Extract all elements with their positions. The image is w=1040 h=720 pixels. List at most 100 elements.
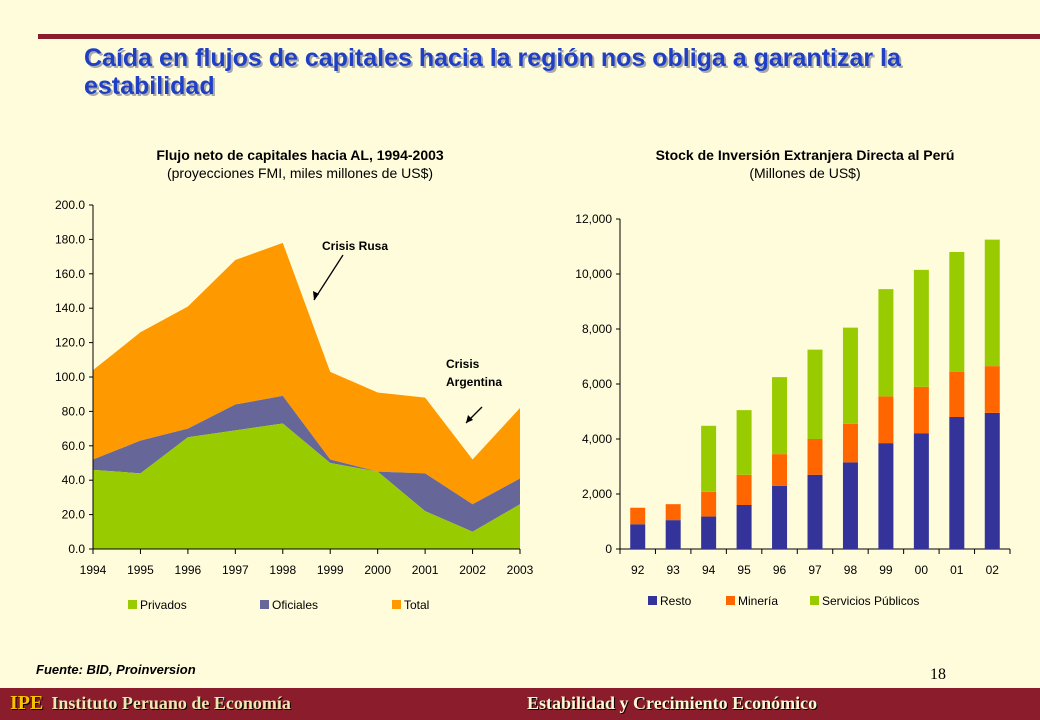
annotation-arrowhead-rusa (313, 291, 319, 300)
legend-label-total: Total (404, 598, 429, 612)
y-tick-label: 40.0 (62, 473, 86, 487)
annotation-arrowhead-argentina (466, 415, 473, 423)
bar-resto-99 (878, 443, 894, 549)
bar-miner-a-00 (913, 386, 929, 434)
x-tick-label: 92 (631, 563, 645, 577)
y-tick-label: 10,000 (575, 267, 612, 281)
bar-miner-a-92 (630, 507, 646, 525)
x-tick-label: 1995 (127, 563, 154, 577)
bar-miner-a-01 (949, 371, 965, 417)
legend-label-privados: Privados (140, 598, 187, 612)
x-tick-label: 98 (844, 563, 858, 577)
x-tick-label: 1996 (175, 563, 202, 577)
legend-swatch-total (392, 600, 401, 609)
bar-miner-a-95 (736, 474, 752, 505)
x-tick-label: 1998 (269, 563, 296, 577)
bar-resto-93 (665, 520, 681, 549)
right-chart-title: Stock de Inversión Extranjera Directa al… (655, 147, 955, 163)
x-tick-label: 01 (950, 563, 964, 577)
left-chart-header: Flujo neto de capitales hacia AL, 1994-2… (80, 146, 520, 182)
legend-swatch-privados (128, 600, 137, 609)
annotation-crisis-argentina-line2: Argentina (446, 375, 502, 389)
source-note: Fuente: BID, Proinversion (36, 662, 196, 677)
footer-org-name: Instituto Peruano de Economía (51, 693, 291, 713)
annotation-crisis-rusa: Crisis Rusa (322, 239, 388, 253)
y-tick-label: 60.0 (62, 439, 86, 453)
bar-resto-94 (701, 516, 717, 549)
bar-resto-95 (736, 505, 752, 549)
bar-miner-a-94 (701, 491, 717, 517)
footer-subtitle: Estabilidad y Crecimiento Económico (527, 693, 818, 713)
legend-label-2: Minería (738, 594, 778, 608)
bar-resto-92 (630, 524, 646, 549)
y-tick-label: 180.0 (55, 232, 85, 246)
y-tick-label: 20.0 (62, 508, 86, 522)
y-tick-label: 80.0 (62, 404, 86, 418)
x-tick-label: 2002 (459, 563, 486, 577)
y-tick-label: 0.0 (68, 542, 85, 556)
bar-resto-02 (984, 412, 1000, 549)
x-tick-label: 02 (986, 563, 1000, 577)
annotation-arrow-rusa (313, 254, 344, 301)
bar-miner-a-02 (984, 366, 1000, 413)
left-chart-title: Flujo neto de capitales hacia AL, 1994-2… (156, 147, 444, 163)
bar-servicios-p-blicos-95 (736, 410, 752, 475)
bar-miner-a-96 (772, 454, 788, 486)
bar-servicios-p-blicos-97 (807, 349, 823, 439)
right-chart-subtitle: (Millones de US$) (749, 165, 861, 181)
y-tick-label: 140.0 (55, 301, 85, 315)
x-tick-label: 97 (808, 563, 822, 577)
bar-miner-a-97 (807, 439, 823, 475)
bar-miner-a-98 (842, 423, 858, 463)
bar-servicios-p-blicos-98 (842, 327, 858, 424)
annotation-crisis-argentina-line1: Crisis (446, 357, 480, 371)
y-tick-label: 100.0 (55, 370, 85, 384)
legend-label-oficiales: Oficiales (272, 598, 318, 612)
page-number: 18 (930, 666, 946, 683)
x-tick-label: 95 (737, 563, 751, 577)
y-tick-label: 8,000 (582, 322, 612, 336)
legend-swatch-oficiales (260, 600, 269, 609)
bar-resto-98 (842, 462, 858, 549)
y-tick-label: 0 (605, 542, 612, 556)
bar-servicios-p-blicos-94 (701, 425, 717, 492)
legend-label-1: Resto (660, 594, 692, 608)
y-tick-label: 160.0 (55, 267, 85, 281)
bar-miner-a-99 (878, 396, 894, 444)
fdi-stock-bar-chart: 0 2,000 4,000 6,000 8,000 10,000 12,000 92 93 94 9… (575, 212, 1011, 608)
area-privados (93, 423, 520, 549)
x-tick-label: 2000 (364, 563, 391, 577)
slide-title: Caída en flujos de capitales hacia la re… (84, 44, 901, 100)
x-tick-label: 1999 (317, 563, 344, 577)
x-tick-label: 96 (773, 563, 787, 577)
x-tick-label: 2001 (412, 563, 439, 577)
y-tick-label: 6,000 (582, 377, 612, 391)
bar-resto-97 (807, 474, 823, 549)
bar-resto-96 (772, 485, 788, 549)
y-tick-label: 4,000 (582, 432, 612, 446)
y-tick-label: 12,000 (575, 212, 612, 226)
bar-servicios-p-blicos-96 (772, 377, 788, 455)
right-chart-header: Stock de Inversión Extranjera Directa al… (580, 146, 1030, 182)
x-tick-label: 1994 (80, 563, 107, 577)
y-tick-label: 2,000 (582, 487, 612, 501)
legend-swatch-3 (810, 596, 819, 605)
legend-label-3: Servicios Públicos (822, 594, 919, 608)
y-tick-label: 120.0 (55, 336, 85, 350)
x-tick-label: 00 (915, 563, 929, 577)
x-tick-label: 94 (702, 563, 716, 577)
x-tick-label: 2003 (507, 563, 534, 577)
area-total (93, 242, 520, 505)
footer-band: IPE Instituto Peruano de Economía Estabil… (0, 688, 1040, 720)
legend-swatch-2 (726, 596, 735, 605)
bar-servicios-p-blicos-01 (949, 252, 965, 372)
bar-servicios-p-blicos-99 (878, 289, 894, 397)
footer-organization: IPE Instituto Peruano de Economía (10, 692, 291, 715)
bar-miner-a-93 (665, 504, 681, 521)
top-rule (38, 34, 1040, 39)
bar-servicios-p-blicos-02 (984, 239, 1000, 367)
x-tick-label: 1997 (222, 563, 249, 577)
bar-resto-00 (913, 433, 929, 549)
y-tick-label: 200.0 (55, 198, 85, 212)
bar-servicios-p-blicos-00 (913, 269, 929, 387)
